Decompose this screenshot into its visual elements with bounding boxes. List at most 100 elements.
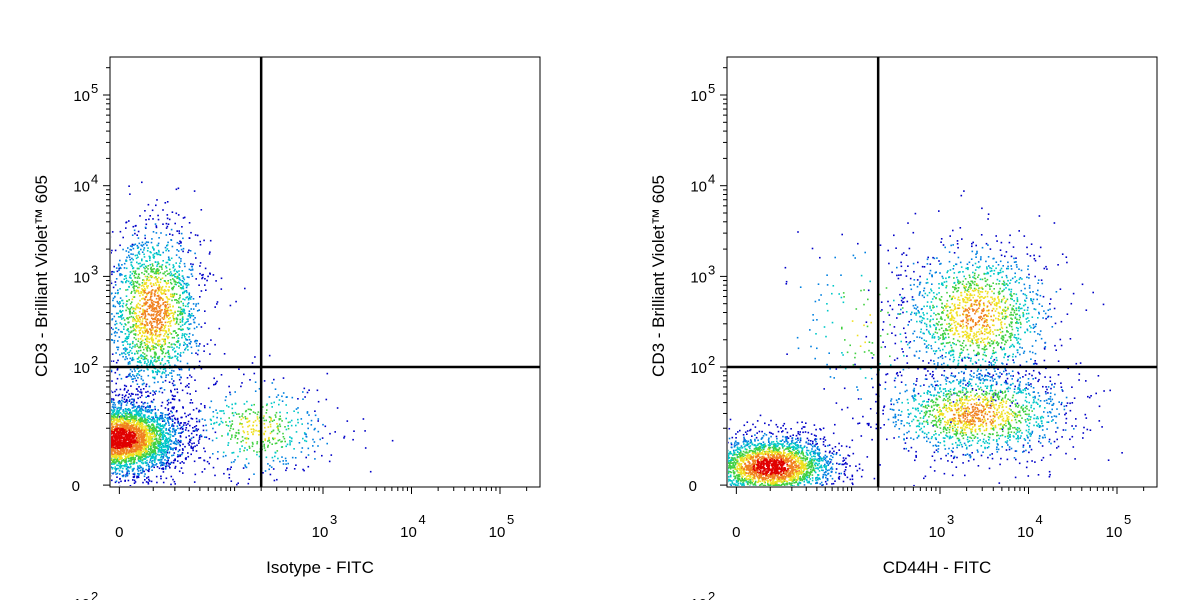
event-point [188,292,191,294]
event-point [142,495,144,497]
event-point [134,276,137,279]
event-point [159,424,161,426]
event-point [151,336,153,339]
event-point [162,364,165,366]
event-point [141,461,143,464]
event-point [82,445,84,447]
event-point [95,460,97,462]
event-point [225,454,227,457]
event-point [79,448,81,450]
event-point [282,463,285,465]
event-point [154,450,156,452]
event-point [192,427,194,429]
event-point [87,436,89,438]
event-point [247,420,250,423]
event-point [131,257,133,260]
event-point [127,335,130,338]
event-point [186,346,188,348]
event-point [161,344,163,346]
event-point [306,411,309,413]
event-point [151,462,153,465]
event-point [162,368,165,371]
event-point [105,467,107,469]
event-point [143,448,146,450]
event-point [134,232,136,235]
event-point [193,430,196,432]
event-point [83,443,85,445]
event-point [172,449,174,451]
event-point [133,461,136,463]
event-point [179,287,182,289]
event-point [177,432,180,434]
event-point [137,286,139,289]
event-point [95,448,97,450]
event-point [143,342,146,344]
event-point [165,462,168,464]
event-point [137,393,139,396]
event-point [167,419,169,422]
event-point [172,312,174,314]
event-point [156,481,158,484]
event-point [99,473,101,475]
event-point [140,408,142,410]
event-point [133,327,135,330]
event-point [120,421,122,424]
event-point [364,430,366,432]
event-point [98,460,100,462]
event-point [196,444,198,447]
event-point [268,396,271,398]
event-point [263,423,266,425]
event-point [184,322,187,324]
event-point [220,374,223,376]
event-point [119,463,122,466]
event-point [198,409,201,412]
event-point [60,393,62,395]
event-point [78,455,80,457]
event-point [111,270,114,273]
event-point [199,434,202,436]
event-point [177,187,180,190]
event-point [178,274,181,276]
event-point [111,418,112,420]
event-point [69,463,71,465]
event-point [69,427,71,429]
event-point [165,234,168,236]
event-point [111,282,113,285]
event-point [100,455,102,457]
event-point [166,308,169,310]
event-point [128,285,130,288]
event-point [104,460,106,462]
event-point [163,419,166,421]
event-point [97,473,99,475]
event-point [178,306,180,309]
event-point [152,420,155,423]
event-point [186,276,189,278]
event-point [143,249,145,251]
event-point [160,455,163,458]
event-point [172,454,175,456]
event-point [100,467,102,469]
event-point [136,367,139,370]
event-point [125,289,127,291]
event-point [62,426,64,428]
event-point [168,440,171,442]
event-point [202,424,205,427]
event-point [112,404,114,406]
event-point [146,456,149,458]
event-point [146,421,148,424]
event-point [144,327,146,329]
event-point [102,453,104,455]
event-point [164,370,167,372]
event-point [136,421,139,424]
event-point [120,466,122,468]
event-point [91,458,93,460]
event-point [94,464,96,466]
event-point [75,464,77,466]
event-point [178,347,180,349]
event-point [182,407,184,409]
event-point [72,447,74,449]
event-point [178,277,181,279]
event-point [155,232,158,234]
event-point [132,419,134,421]
event-point [157,430,159,432]
